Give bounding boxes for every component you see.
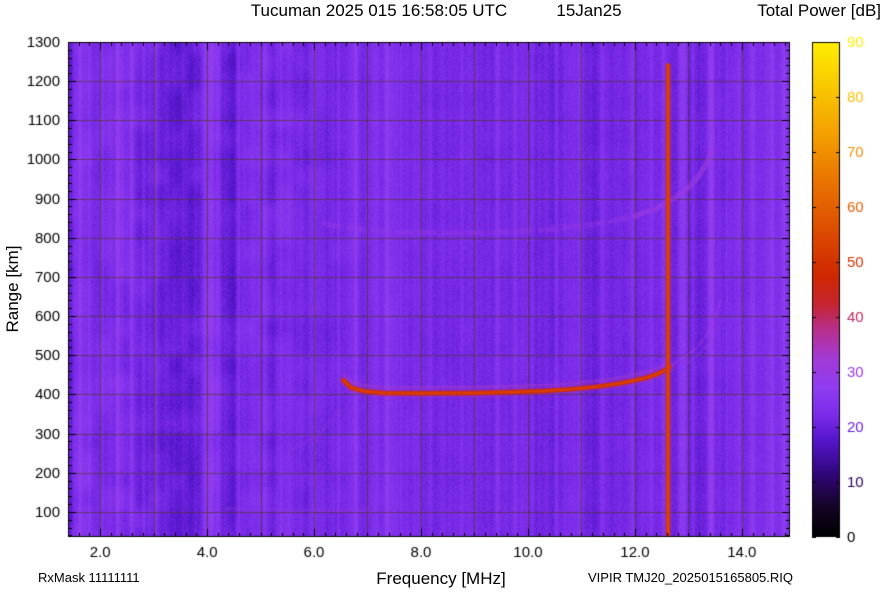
x-axis-label: Frequency [MHz] xyxy=(376,569,506,588)
y-axis-label: Range [km] xyxy=(3,245,22,333)
colorbar-title: Total Power [dB] xyxy=(757,1,881,20)
rx-mask-label: RxMask 11111111 xyxy=(38,570,140,585)
plot-title: Tucuman 2025 015 16:58:05 UTC xyxy=(250,1,508,20)
data-file-label: VIPIR TMJ20_2025015165805.RIQ xyxy=(588,570,794,585)
plot-date: 15Jan25 xyxy=(556,1,622,20)
